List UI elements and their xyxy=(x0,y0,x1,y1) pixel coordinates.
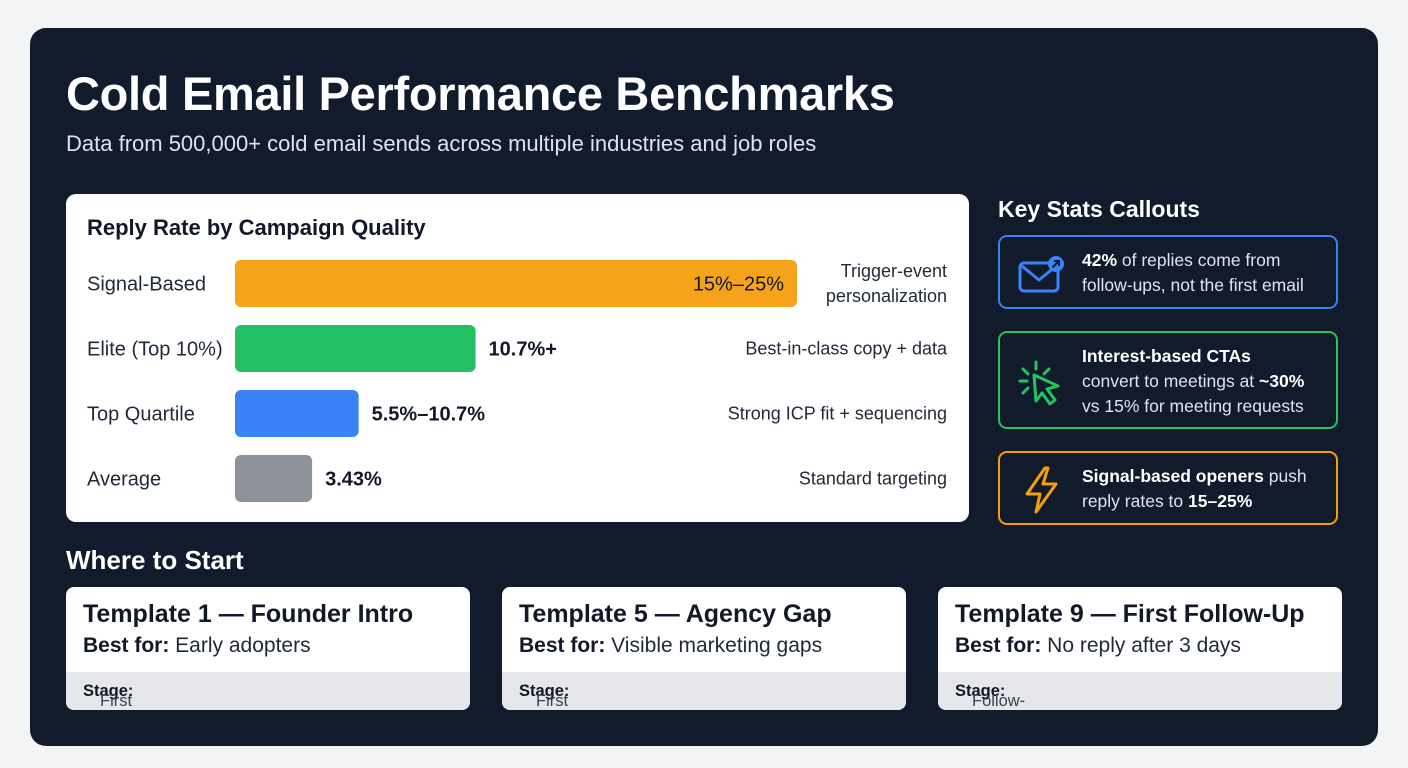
chart-title: Reply Rate by Campaign Quality xyxy=(87,215,426,240)
bar-category-label: Top Quartile xyxy=(87,404,195,426)
bar-category-label: Elite (Top 10%) xyxy=(87,339,223,361)
template-title: Template 1 — Founder Intro xyxy=(83,600,414,628)
bar xyxy=(235,455,313,502)
callout-interest-ctas: Interest-based CTAs convert to meetings … xyxy=(998,331,1338,429)
template-card-agency-gap[interactable]: Template 5 — Agency Gap Best for: Visibl… xyxy=(502,587,906,710)
template-best-for: Best for: No reply after 3 days xyxy=(955,634,1241,657)
page-subtitle: Data from 500,000+ cold email sends acro… xyxy=(66,131,817,156)
template-stage-bar: Stage: First touch xyxy=(66,672,470,710)
callout-signal-openers-text: Signal-based openers push reply rates to… xyxy=(1082,466,1307,511)
bar-description-label: Standard targeting xyxy=(799,469,947,489)
bar-category-label: Signal-Based xyxy=(87,274,206,296)
reply-rate-bar-chart: Signal-Based 15%–25% Trigger-event personal… xyxy=(87,260,948,502)
where-to-start-heading: Where to Start xyxy=(66,545,244,575)
template-title: Template 5 — Agency Gap xyxy=(519,600,832,628)
bar xyxy=(235,390,359,437)
callout-follow-ups: 42% of replies come from follow-ups, not… xyxy=(998,235,1338,309)
bar xyxy=(235,260,797,307)
template-stage-bar: Stage: Follow-up 1 xyxy=(938,672,1342,710)
bar-description-label: Trigger-event xyxy=(841,261,947,281)
bar-description-label: personalization xyxy=(826,286,947,306)
template-card-first-follow-up[interactable]: Template 9 — First Follow-Up Best for: N… xyxy=(938,587,1342,710)
callouts-heading: Key Stats Callouts xyxy=(998,196,1200,222)
template-card-founder-intro[interactable]: Template 1 — Founder Intro Best for: Ear… xyxy=(66,587,470,710)
bar-value-label: 10.7%+ xyxy=(489,339,557,361)
bar xyxy=(235,325,476,372)
template-best-for: Best for: Early adopters xyxy=(83,634,311,657)
callout-interest-ctas-text: Interest-based CTAs convert to meetings … xyxy=(1082,346,1305,416)
callout-signal-openers: Signal-based openers push reply rates to… xyxy=(998,451,1338,525)
template-best-for: Best for: Visible marketing gaps xyxy=(519,634,823,657)
cursor-click-icon xyxy=(1018,360,1060,406)
bar-value-label: 5.5%–10.7% xyxy=(372,404,486,426)
reply-rate-chart-card: Reply Rate by Campaign Quality Signal-Ba… xyxy=(66,194,969,522)
bar-description-label: Best-in-class copy + data xyxy=(745,339,948,359)
bar-value-label: 3.43% xyxy=(325,469,382,491)
lightning-icon xyxy=(1025,466,1058,514)
callout-follow-ups-text: 42% of replies come from follow-ups, not… xyxy=(1082,250,1304,295)
page-title: Cold Email Performance Benchmarks xyxy=(66,67,895,120)
bar-value-label: 15%–25% xyxy=(693,274,784,296)
template-title: Template 9 — First Follow-Up xyxy=(955,600,1305,628)
mail-reply-icon xyxy=(1018,256,1064,293)
bar-description-label: Strong ICP fit + sequencing xyxy=(728,404,947,424)
bar-category-label: Average xyxy=(87,469,161,491)
template-stage-bar: Stage: First touch xyxy=(502,672,906,710)
